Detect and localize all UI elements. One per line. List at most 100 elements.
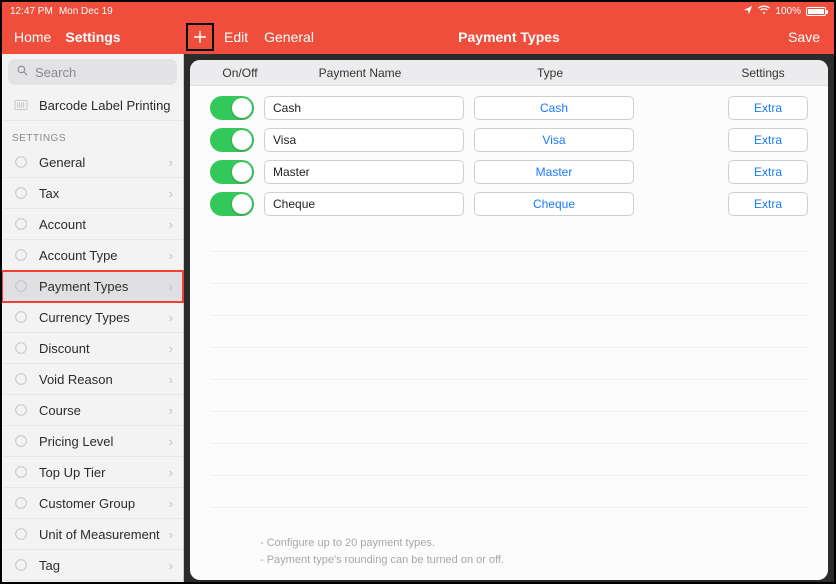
sidebar-item-account-type[interactable]: Account Type›: [2, 240, 183, 271]
sidebar-item-label: Unit of Measurement: [39, 527, 160, 542]
table-row: Cheque Extra: [210, 188, 808, 220]
add-button[interactable]: [186, 23, 214, 51]
menu-item-icon: [12, 494, 30, 512]
th-type: Type: [470, 66, 630, 80]
menu-item-icon: [12, 339, 30, 357]
nav-bar: Home Settings Edit General Payment Types…: [2, 20, 834, 54]
table-row: Visa Extra: [210, 124, 808, 156]
nav-general[interactable]: General: [264, 29, 314, 45]
chevron-right-icon: ›: [169, 496, 173, 511]
empty-row: [210, 380, 808, 412]
sidebar-item-barcode[interactable]: Barcode Label Printing: [2, 90, 183, 121]
status-bar: 12:47 PM Mon Dec 19 100%: [2, 2, 834, 20]
menu-item-icon: [12, 277, 30, 295]
sidebar-item-tag[interactable]: Tag ›: [2, 550, 183, 581]
sidebar-item-label: Tax: [39, 186, 59, 201]
sidebar-item-currency-types[interactable]: Currency Types ›: [2, 302, 183, 333]
empty-row: [210, 316, 808, 348]
sidebar-item-pricing-level[interactable]: Pricing Level ›: [2, 426, 183, 457]
toggle-onoff[interactable]: [210, 128, 254, 152]
extra-button[interactable]: Extra: [728, 192, 808, 216]
payment-name-input[interactable]: [264, 128, 464, 152]
chevron-right-icon: ›: [169, 248, 173, 263]
type-button[interactable]: Cheque: [474, 192, 634, 216]
save-button[interactable]: Save: [788, 29, 820, 45]
menu-item-icon: [12, 153, 30, 171]
nav-home[interactable]: Home: [14, 29, 51, 45]
battery-icon: [806, 7, 826, 16]
sidebar-item-payment-types[interactable]: Payment Types›: [2, 271, 183, 302]
sidebar-item-label: Top Up Tier: [39, 465, 105, 480]
empty-row: [210, 252, 808, 284]
location-icon: [743, 5, 753, 18]
menu-item-icon: [12, 215, 30, 233]
sidebar-item-general[interactable]: General ›: [2, 147, 183, 178]
chevron-right-icon: ›: [169, 465, 173, 480]
empty-row: [210, 284, 808, 316]
sidebar-item-label: Void Reason: [39, 372, 113, 387]
type-button[interactable]: Cash: [474, 96, 634, 120]
sidebar-item-customer-group[interactable]: Customer Group ›: [2, 488, 183, 519]
extra-button[interactable]: Extra: [728, 160, 808, 184]
sidebar-item-top-up-tier[interactable]: Top Up Tier ›: [2, 457, 183, 488]
battery-pct: 100%: [775, 6, 801, 17]
chevron-right-icon: ›: [169, 372, 173, 387]
hint-line: - Configure up to 20 payment types.: [260, 535, 504, 552]
chevron-right-icon: ›: [169, 434, 173, 449]
empty-row: [210, 476, 808, 508]
app-frame: 12:47 PM Mon Dec 19 100% Home Settings E…: [0, 0, 836, 584]
menu-item-icon: [12, 370, 30, 388]
search-input[interactable]: [35, 65, 169, 80]
search-field[interactable]: [8, 59, 177, 85]
sidebar-item-course[interactable]: Course›: [2, 395, 183, 426]
payment-name-input[interactable]: [264, 160, 464, 184]
empty-row: [210, 220, 808, 252]
chevron-right-icon: ›: [169, 186, 173, 201]
sidebar-item-label: Course: [39, 403, 81, 418]
menu-item-icon: [12, 246, 30, 264]
empty-row: [210, 444, 808, 476]
extra-button[interactable]: Extra: [728, 128, 808, 152]
chevron-right-icon: ›: [169, 217, 173, 232]
toggle-onoff[interactable]: [210, 160, 254, 184]
sidebar-item-unit-of-measurement[interactable]: Unit of Measurement ›: [2, 519, 183, 550]
table-row: Cash Extra: [210, 92, 808, 124]
type-button[interactable]: Visa: [474, 128, 634, 152]
table-row: Master Extra: [210, 156, 808, 188]
type-button[interactable]: Master: [474, 160, 634, 184]
toggle-onoff[interactable]: [210, 96, 254, 120]
sidebar-item-label: Payment Types: [39, 279, 128, 294]
chevron-right-icon: ›: [169, 341, 173, 356]
chevron-right-icon: ›: [169, 310, 173, 325]
toggle-onoff[interactable]: [210, 192, 254, 216]
sidebar-item-label: General: [39, 155, 85, 170]
payment-name-input[interactable]: [264, 96, 464, 120]
nav-settings[interactable]: Settings: [65, 29, 120, 45]
sidebar-item-tax[interactable]: Tax ›: [2, 178, 183, 209]
extra-button[interactable]: Extra: [728, 96, 808, 120]
th-settings: Settings: [718, 66, 808, 80]
sidebar-item-label: Currency Types: [39, 310, 130, 325]
sidebar-item-label: Tag: [39, 558, 60, 573]
chevron-right-icon: ›: [169, 527, 173, 542]
chevron-right-icon: ›: [169, 558, 173, 573]
nav-edit[interactable]: Edit: [224, 29, 248, 45]
payment-name-input[interactable]: [264, 192, 464, 216]
sidebar-item-label: Pricing Level: [39, 434, 113, 449]
sidebar-item-label: Customer Group: [39, 496, 135, 511]
sidebar-item-void-reason[interactable]: Void Reason ›: [2, 364, 183, 395]
sidebar-item-account[interactable]: Account ›: [2, 209, 183, 240]
sidebar-section-header: SETTINGS: [2, 121, 183, 147]
menu-item-icon: [12, 308, 30, 326]
table-body: Cash Extra Visa Extra Master Extra Cheque Extra: [190, 86, 828, 220]
empty-row: [210, 348, 808, 380]
sidebar-item-discount[interactable]: Discount›: [2, 333, 183, 364]
table-header: On/Off Payment Name Type Settings: [190, 60, 828, 86]
menu-item-icon: [12, 463, 30, 481]
panel: On/Off Payment Name Type Settings Cash Ex…: [190, 60, 828, 580]
status-time: 12:47 PM: [10, 6, 53, 17]
chevron-right-icon: ›: [169, 155, 173, 170]
th-name: Payment Name: [260, 66, 460, 80]
empty-row: [210, 412, 808, 444]
sidebar-item-label: Account: [39, 217, 86, 232]
